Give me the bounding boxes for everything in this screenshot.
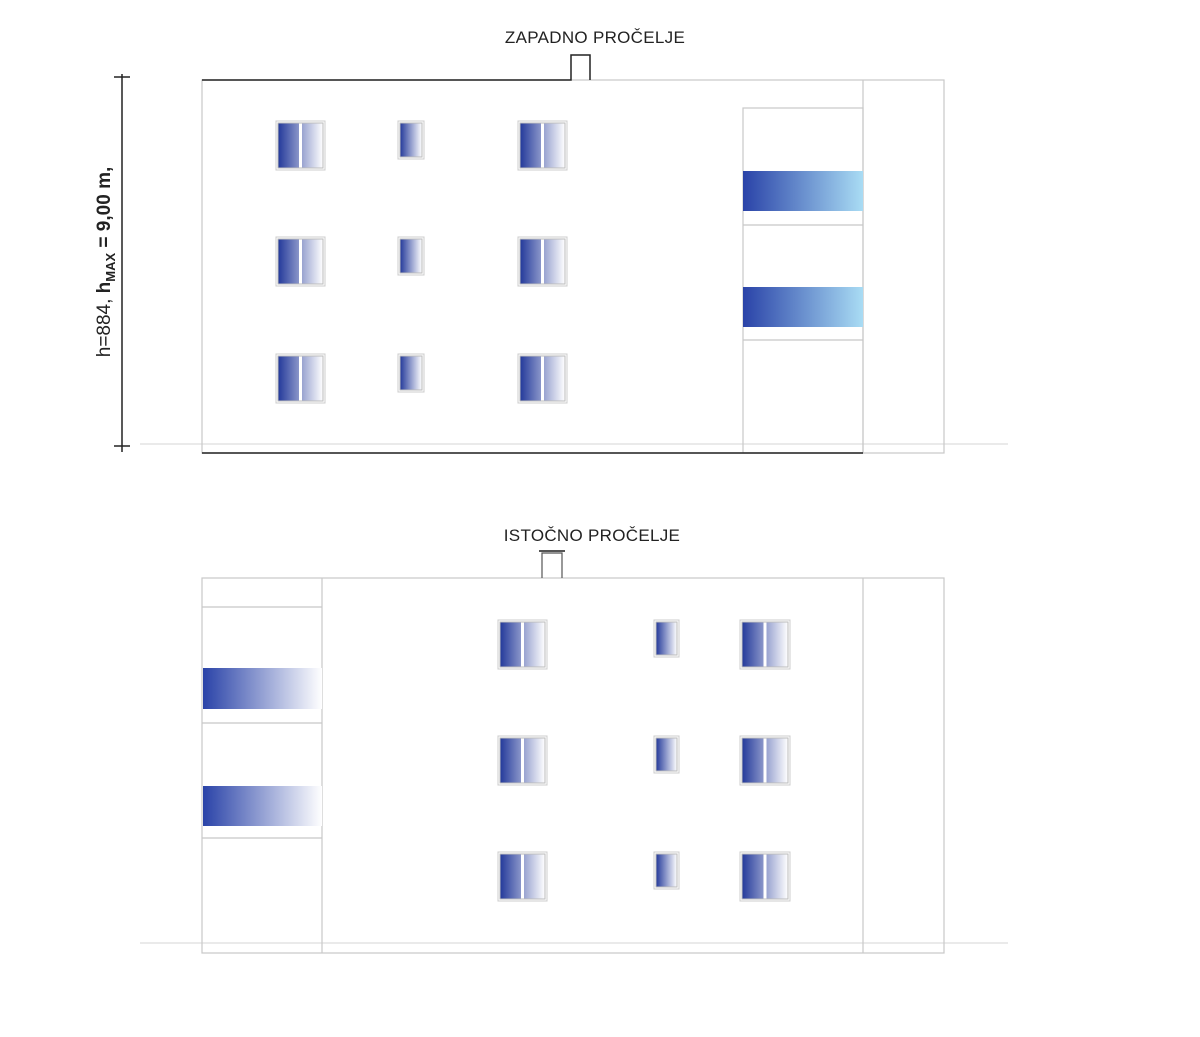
window-glass — [400, 239, 422, 273]
balcony-rail — [203, 668, 322, 709]
window-sash — [499, 853, 546, 900]
window-sash — [655, 737, 678, 772]
window-sash — [519, 355, 566, 402]
window-sash — [741, 737, 789, 784]
window-sash — [277, 122, 324, 169]
window-glass — [400, 356, 422, 390]
roof-line — [202, 54, 591, 81]
window-sash — [655, 853, 678, 888]
height-subscript: MAX — [103, 253, 118, 282]
window-glass — [656, 622, 677, 655]
balcony-rail — [743, 287, 863, 327]
balcony-rail — [743, 171, 863, 211]
east-title: ISTOČNO PROČELJE — [504, 526, 680, 545]
chimney — [541, 552, 563, 578]
east-facade — [201, 577, 945, 954]
window-sash — [277, 238, 324, 285]
balcony-block — [742, 107, 864, 454]
window-sash — [399, 122, 423, 158]
window-sash — [499, 621, 546, 668]
window-glass — [400, 123, 422, 157]
window-sash — [499, 737, 546, 784]
window-sash — [519, 122, 566, 169]
west-title: ZAPADNO PROČELJE — [505, 28, 685, 47]
balcony-rail — [203, 786, 322, 826]
window-glass — [656, 854, 677, 887]
window-sash — [399, 238, 423, 274]
window-sash — [741, 853, 789, 900]
window-sash — [277, 355, 324, 402]
window-sash — [741, 621, 789, 668]
window-glass — [656, 738, 677, 771]
window-sash — [655, 621, 678, 656]
height-prefix: h=884, — [94, 293, 115, 357]
window-sash — [399, 355, 423, 391]
height-label: h=884, hMAX = 9,00 m, — [94, 167, 118, 358]
height-h: h — [94, 282, 115, 294]
window-sash — [519, 238, 566, 285]
height-suffix: = 9,00 m, — [94, 167, 115, 253]
